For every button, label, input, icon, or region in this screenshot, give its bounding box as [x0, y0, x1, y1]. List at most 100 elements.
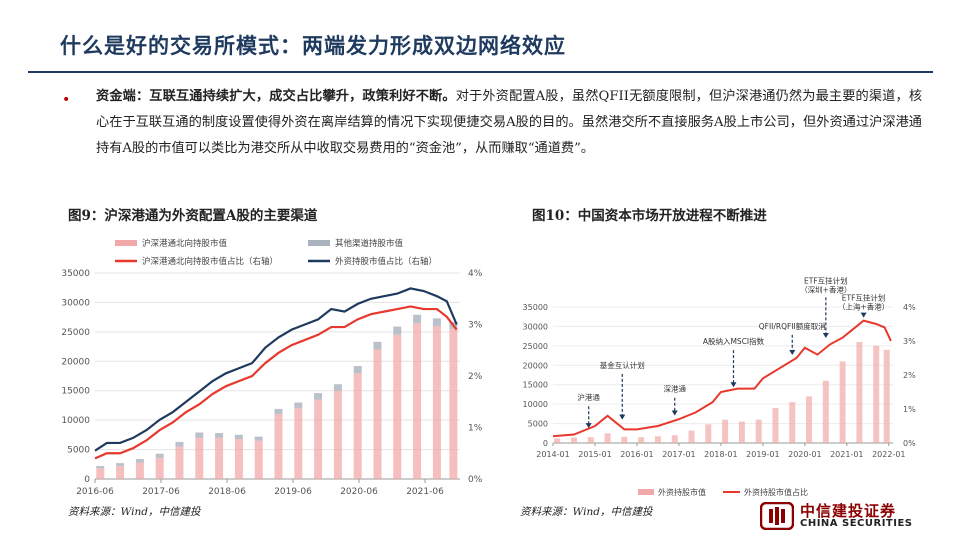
fig9-bar-northbound — [393, 334, 402, 479]
fig9-ytick-right: 2% — [468, 372, 483, 382]
fig10-line-foreign-share — [552, 319, 892, 438]
fig9-bar-northbound — [175, 446, 184, 479]
fig10-bar-foreign-holdings — [789, 402, 796, 443]
fig10-annotation-arrowhead — [671, 410, 678, 416]
fig10-legend-swatch-bar — [638, 489, 654, 495]
fig10-ytick-left: 30000 — [523, 322, 548, 331]
logo-text-cn: 中信建投证券 — [800, 502, 897, 520]
fig10-bar-foreign-holdings — [883, 349, 890, 443]
fig10-bar-foreign-holdings — [604, 433, 611, 443]
fig10-bar-foreign-holdings — [755, 419, 762, 443]
fig9-bar-northbound — [155, 457, 164, 479]
fig10-annotation-arrowhead — [860, 312, 867, 318]
fig10-xtick-label: 2018-01 — [704, 450, 737, 459]
fig10-ytick-left: 5000 — [528, 420, 548, 429]
fig10-annotation-label: （深圳+香港） — [800, 284, 851, 294]
fig10-bar-foreign-holdings — [570, 437, 577, 443]
fig9-title: 图9：沪深港通为外资配置A股的主要渠道 — [68, 208, 318, 224]
fig10-annotation-arrowhead — [789, 350, 796, 355]
fig10-annotation-label: ETF互挂计划 — [804, 275, 848, 285]
fig9-bar-other — [413, 314, 422, 324]
fig9-bar-other — [195, 432, 204, 438]
fig10-annotation-label: （上海+香港） — [838, 301, 889, 311]
paragraph-lead: 资金端：互联互通持续扩大，成交占比攀升，政策利好不断。 — [96, 89, 456, 104]
fig10-xtick-label: 2014-01 — [536, 450, 569, 459]
fig10-bar-foreign-holdings — [705, 424, 712, 443]
bullet-icon: • — [62, 92, 71, 108]
fig10-title: 图10：中国资本市场开放进程不断推进 — [532, 208, 767, 224]
fig9-bar-northbound — [135, 462, 144, 479]
fig10-ytick-right: 3% — [903, 337, 916, 346]
fig9-ytick-right: 1% — [468, 424, 483, 434]
fig10-xtick-label: 2017-01 — [662, 450, 695, 459]
fig9-line-foreign-share — [94, 287, 458, 452]
fig9-bar-other — [155, 453, 164, 458]
fig9-bar-other — [294, 402, 303, 409]
fig10-bar-foreign-holdings — [873, 345, 880, 443]
fig10-annotation-label: 深港通 — [663, 384, 686, 394]
fig10-ytick-left: 15000 — [523, 381, 548, 390]
fig9-ytick-left: 10000 — [61, 416, 90, 426]
fig9-legend-label-bar1: 沪深港通北向持股市值 — [142, 238, 228, 249]
fig10-ytick-left: 10000 — [523, 400, 548, 409]
fig9-bar-northbound — [215, 437, 224, 479]
fig9-bar-other — [333, 384, 342, 391]
fig10-bar-foreign-holdings — [822, 380, 829, 443]
fig9-bar-other — [116, 463, 125, 467]
fig9-bar-northbound — [353, 373, 362, 479]
fig9-legend-label-line1: 沪深港通北向持股市值占比（右轴） — [142, 256, 278, 267]
fig10-xtick-label: 2022-01 — [872, 450, 905, 459]
fig9-bar-other — [96, 466, 105, 469]
fig9-ytick-left: 30000 — [61, 298, 90, 308]
fig9-ytick-left: 25000 — [61, 328, 90, 338]
fig9-bar-northbound — [432, 325, 441, 479]
fig10-bar-foreign-holdings — [738, 421, 745, 443]
fig9-bar-northbound — [234, 438, 243, 479]
fig9-legend-swatch-bar1 — [115, 240, 137, 246]
fig10-annotation-label: ETF互挂计划 — [842, 292, 886, 302]
fig9-bar-northbound — [195, 437, 204, 479]
fig10-bar-foreign-holdings — [654, 436, 661, 443]
fig9-xtick-label: 2020-06 — [340, 487, 378, 497]
fig10-ytick-right: 4% — [903, 303, 916, 312]
fig10-source: 资料来源：Wind，中信建投 — [520, 506, 653, 518]
fig10-ytick-left: 20000 — [523, 361, 548, 370]
fig10-bar-foreign-holdings — [554, 438, 561, 443]
fig9-bar-northbound — [96, 468, 105, 479]
fig10-bar-foreign-holdings — [621, 436, 628, 443]
fig10-legend-label-line: 外资持股市值占比 — [744, 487, 808, 497]
fig9-bar-other — [274, 408, 283, 415]
fig10-bar-foreign-holdings — [638, 437, 645, 443]
fig9-bar-northbound — [413, 323, 422, 479]
fig9-xtick-label: 2016-06 — [76, 487, 114, 497]
fig10-bar-foreign-holdings — [772, 408, 779, 443]
fig9-bar-northbound — [373, 349, 382, 479]
fig9-bar-northbound — [294, 408, 303, 479]
fig10-annotation-label: 沪港通 — [577, 392, 600, 402]
fig10-annotation-label: QFII/RQFII额度取消 — [759, 321, 827, 331]
fig9-bar-other — [314, 393, 323, 400]
fig9-source: 资料来源：Wind，中信建投 — [68, 506, 201, 518]
fig10-annotation-arrowhead — [822, 333, 829, 338]
fig9-legend-label-bar2: 其他渠道持股市值 — [335, 238, 404, 249]
fig10-bar-foreign-holdings — [587, 437, 594, 443]
fig10-annotation-label: 基金互认计划 — [600, 360, 645, 370]
fig9-ytick-left: 35000 — [61, 269, 90, 279]
fig10-legend-label-bar: 外资持股市值 — [658, 487, 706, 497]
title-divider — [28, 71, 933, 73]
fig10-bar-foreign-holdings — [671, 435, 678, 443]
fig10-xtick-label: 2021-01 — [830, 450, 863, 459]
logo-mark-icon — [760, 502, 794, 530]
fig10-ytick-right: 1% — [903, 405, 916, 414]
paragraph-rest: 对于外资配置A股，虽然QFII无额度限制，但沪深港通仍然为最主要的渠道，核心在于… — [96, 89, 923, 156]
fig9-bar-other — [353, 365, 362, 374]
fig10-ytick-right: 2% — [903, 371, 916, 380]
fig9-bar-northbound — [116, 466, 125, 479]
fig9-line-northbound-share — [94, 305, 458, 460]
fig10-chart: 0 5000 10000 15000 20000 25000 30000 35000 0% 1% 2… — [523, 275, 917, 497]
fig9-bar-other — [215, 433, 224, 438]
fig10-bar-foreign-holdings — [856, 341, 863, 443]
fig9-ytick-left: 5000 — [67, 446, 90, 456]
fig9-xtick-label: 2018-06 — [208, 487, 246, 497]
fig10-bar-foreign-holdings — [688, 430, 695, 443]
